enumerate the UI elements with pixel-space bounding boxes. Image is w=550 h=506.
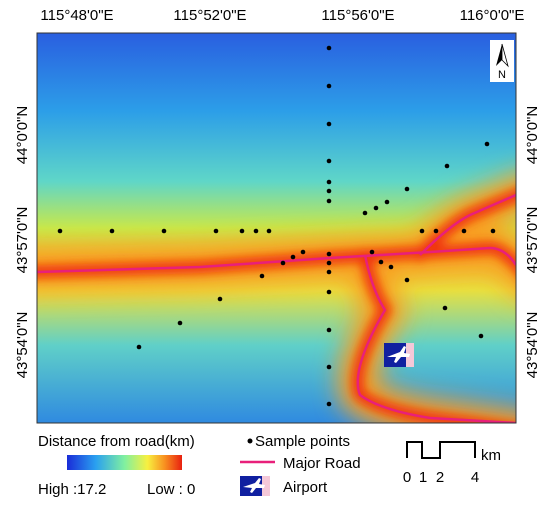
longitude-label: 115°56'0"E [321,7,394,24]
sample-point [490,228,496,234]
color-bar [67,455,182,470]
sample-point [388,264,394,270]
legend-title: Distance from road(km) [38,433,195,450]
sample-point [384,199,390,205]
sample-point [444,163,450,169]
sample-point [326,251,332,257]
latitude-label: 43°57'0"N [14,207,31,274]
sample-point [239,228,245,234]
sample-point [404,277,410,283]
sample-point [369,249,375,255]
sample-point [326,327,332,333]
sample-point [259,273,265,279]
sample-point [213,228,219,234]
legend-high: High :17.2 [38,481,106,498]
major-road [37,193,516,423]
scale-tick: 4 [471,469,479,486]
sample-point [109,228,115,234]
sample-point [326,83,332,89]
latitude-label: 43°54'0"N [524,312,541,379]
sample-point [326,121,332,127]
sample-point [217,296,223,302]
sample-point [326,179,332,185]
airport-symbol [240,476,270,496]
sample-point [461,228,467,234]
sample-point [433,228,439,234]
map-frame [36,32,517,424]
sample-point [290,254,296,260]
sample-point [326,45,332,51]
sample-point [484,141,490,147]
sample-point [326,260,332,266]
sample-point [478,333,484,339]
sample-point [326,198,332,204]
sample-point [161,228,167,234]
sample-point-symbol [247,438,253,444]
sample-point [177,320,183,326]
latitude-label: 43°57'0"N [524,207,541,274]
legend-airport: Airport [283,479,328,496]
sample-point [326,158,332,164]
scale-tick: 1 [419,469,427,486]
sample-point [326,364,332,370]
sample-point [378,259,384,265]
north-arrow [490,40,514,82]
sample-point [442,305,448,311]
sample-point [362,210,368,216]
scale-bar: 0 1 2 4 km [403,441,501,486]
north-label: N [498,69,506,81]
sample-points [57,45,496,407]
scale-unit: km [481,447,501,464]
latitude-label: 44°0'0"N [524,106,541,164]
legend: Distance from road(km) Sample points Hig… [38,433,361,498]
scale-tick: 0 [403,469,411,486]
sample-point [419,228,425,234]
legend-sample-points: Sample points [255,433,350,450]
heatmap [37,33,516,423]
sample-point [373,205,379,211]
longitude-label: 116°0'0"E [460,7,525,24]
airport-icon [384,343,414,367]
sample-point [326,269,332,275]
sample-point [300,249,306,255]
legend-major-road: Major Road [283,455,361,472]
legend-low: Low : 0 [147,481,195,498]
sample-point [280,260,286,266]
longitude-label: 115°48'0"E [40,7,113,24]
latitude-label: 43°54'0"N [14,312,31,379]
sample-point [326,401,332,407]
scale-tick: 2 [436,469,444,486]
latitude-label: 44°0'0"N [14,106,31,164]
sample-point [266,228,272,234]
sample-point [404,186,410,192]
sample-point [253,228,259,234]
longitude-label: 115°52'0"E [173,7,246,24]
sample-point [326,188,332,194]
sample-point [326,289,332,295]
sample-point [57,228,63,234]
sample-point [136,344,142,350]
